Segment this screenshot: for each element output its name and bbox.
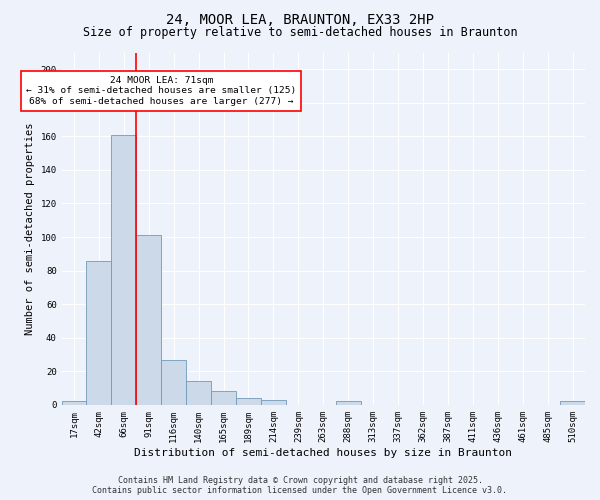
Text: 24 MOOR LEA: 71sqm
← 31% of semi-detached houses are smaller (125)
68% of semi-d: 24 MOOR LEA: 71sqm ← 31% of semi-detache…	[26, 76, 296, 106]
Bar	[112, 134, 136, 405]
Bar	[236, 398, 261, 405]
Bar	[161, 360, 186, 405]
Text: Size of property relative to semi-detached houses in Braunton: Size of property relative to semi-detach…	[83, 26, 517, 39]
Text: Contains HM Land Registry data © Crown copyright and database right 2025.
Contai: Contains HM Land Registry data © Crown c…	[92, 476, 508, 495]
Bar	[62, 402, 86, 405]
X-axis label: Distribution of semi-detached houses by size in Braunton: Distribution of semi-detached houses by …	[134, 448, 512, 458]
Bar	[86, 260, 112, 405]
Bar	[261, 400, 286, 405]
Bar	[211, 392, 236, 405]
Y-axis label: Number of semi-detached properties: Number of semi-detached properties	[25, 122, 35, 335]
Bar	[560, 402, 585, 405]
Text: 24, MOOR LEA, BRAUNTON, EX33 2HP: 24, MOOR LEA, BRAUNTON, EX33 2HP	[166, 12, 434, 26]
Bar	[136, 236, 161, 405]
Bar	[186, 382, 211, 405]
Bar	[336, 402, 361, 405]
